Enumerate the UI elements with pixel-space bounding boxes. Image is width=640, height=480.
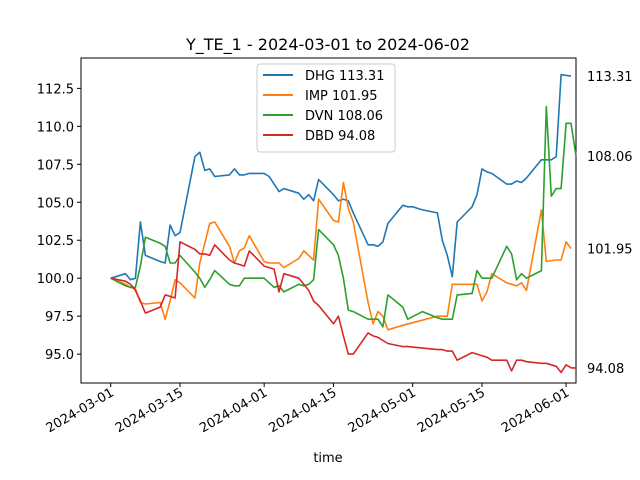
- chart-title: Y_TE_1 - 2024-03-01 to 2024-06-02: [185, 35, 470, 55]
- y-axis: 95.0 97.5 100.0 102.5 105.0 107.5 110.0 112.5: [37, 82, 81, 363]
- x-tick-label: 2024-04-01: [197, 385, 270, 436]
- x-tick-label: 2024-06-01: [499, 385, 572, 436]
- y-tick-label: 100.0: [37, 272, 74, 287]
- end-label-imp: 101.95: [587, 243, 633, 258]
- y-tick-label: 102.5: [37, 234, 74, 249]
- plot-area-frame: [80, 57, 577, 384]
- series-line-imp: [110, 181, 572, 331]
- end-label-dvn: 108.06: [587, 150, 633, 165]
- legend-entry: IMP 101.95: [305, 89, 378, 104]
- x-tick-label: 2024-05-01: [346, 385, 419, 436]
- x-tick-label: 2024-03-15: [113, 385, 186, 436]
- y-tick-label: 112.5: [37, 82, 74, 97]
- legend-entry: DBD 94.08: [305, 129, 375, 144]
- y-tick-label: 110.0: [37, 120, 74, 135]
- end-labels: 113.31 101.95 108.06 94.08: [587, 70, 633, 377]
- legend-box: [256, 63, 396, 153]
- end-label-dhg: 113.31: [587, 70, 633, 85]
- y-tick-label: 105.0: [37, 196, 74, 211]
- x-tick-label: 2024-05-15: [415, 385, 488, 436]
- series-lines: [110, 73, 577, 374]
- legend-entry: DVN 108.06: [305, 109, 383, 124]
- x-tick-label: 2024-03-01: [44, 385, 117, 436]
- series-line-dhg: [110, 73, 572, 281]
- x-tick-label: 2024-04-15: [267, 385, 340, 436]
- series-line-dvn: [110, 105, 577, 328]
- legend-entry: DHG 113.31: [305, 69, 384, 84]
- end-label-dbd: 94.08: [587, 362, 624, 377]
- x-axis-label: time: [313, 451, 342, 466]
- legend: DHG 113.31 IMP 101.95 DVN 108.06 DBD 94.08: [256, 63, 396, 153]
- y-tick-label: 95.0: [45, 348, 74, 363]
- y-tick-label: 107.5: [37, 158, 74, 173]
- series-line-dbd: [110, 241, 577, 374]
- y-tick-label: 97.5: [45, 310, 74, 325]
